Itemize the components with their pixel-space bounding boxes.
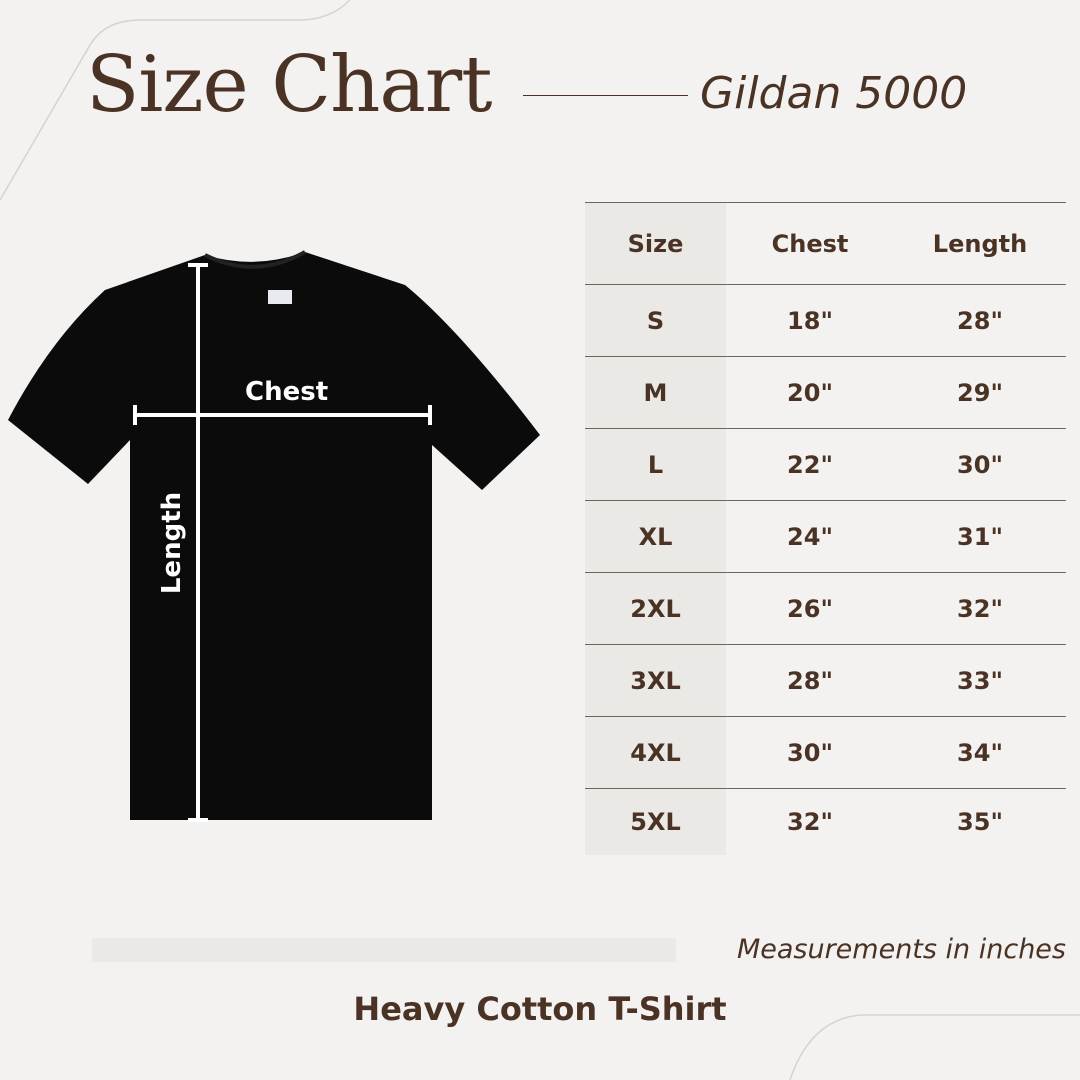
cell-size: 2XL [585, 572, 726, 645]
cell-size: XL [585, 500, 726, 573]
size-table: Size Chest Length S 18" 28" M 20" 29" L 22" 30" X… [585, 202, 1066, 855]
product-name: Heavy Cotton T-Shirt [353, 990, 727, 1028]
table-row: 3XL 28" 33" [585, 644, 1066, 717]
cell-chest: 30" [726, 716, 894, 789]
cell-length: 35" [957, 808, 1003, 836]
cell-size: 4XL [585, 716, 726, 789]
cell-size: 5XL [585, 788, 726, 855]
page-title: Size Chart [86, 40, 492, 130]
collar [204, 250, 306, 269]
cell-chest: 32" [787, 808, 833, 836]
cell-size: L [585, 428, 726, 501]
cell-length: 30" [894, 428, 1066, 501]
cell-length: 34" [894, 716, 1066, 789]
title-divider [523, 95, 688, 96]
table-header-row: Size Chest Length [585, 202, 1066, 285]
table-row: 2XL 26" 32" [585, 572, 1066, 645]
units-note: Measurements in inches [736, 934, 1066, 965]
decorative-bar [92, 938, 676, 962]
cell-chest: 26" [726, 572, 894, 645]
cell-size: M [585, 356, 726, 429]
table-row: S 18" 28" [585, 284, 1066, 357]
cell-length: 33" [894, 644, 1066, 717]
tshirt-shape [8, 252, 540, 820]
table-row: L 22" 30" [585, 428, 1066, 501]
length-measure-line [188, 263, 208, 822]
cell-chest: 24" [726, 500, 894, 573]
length-label: Length [157, 491, 187, 595]
cell-length: 31" [894, 500, 1066, 573]
cell-chest: 20" [726, 356, 894, 429]
cell-chest: 18" [726, 284, 894, 357]
table-row: 5XL 32" 35" [585, 788, 1066, 855]
header-size: Size [585, 202, 726, 285]
table-row: 4XL 30" 34" [585, 716, 1066, 789]
tag-icon [268, 290, 292, 304]
header-length: Length [894, 202, 1066, 285]
cell-length: 32" [894, 572, 1066, 645]
tshirt-diagram [8, 250, 540, 822]
cell-chest: 28" [726, 644, 894, 717]
cell-length: 28" [894, 284, 1066, 357]
table-row: XL 24" 31" [585, 500, 1066, 573]
cell-chest: 22" [726, 428, 894, 501]
cell-size: S [585, 284, 726, 357]
table-row: M 20" 29" [585, 356, 1066, 429]
cell-size: 3XL [585, 644, 726, 717]
header-chest: Chest [726, 202, 894, 285]
cell-length: 29" [894, 356, 1066, 429]
product-model: Gildan 5000 [700, 68, 968, 119]
chest-label: Chest [245, 377, 329, 407]
chest-measure-line [133, 405, 432, 425]
